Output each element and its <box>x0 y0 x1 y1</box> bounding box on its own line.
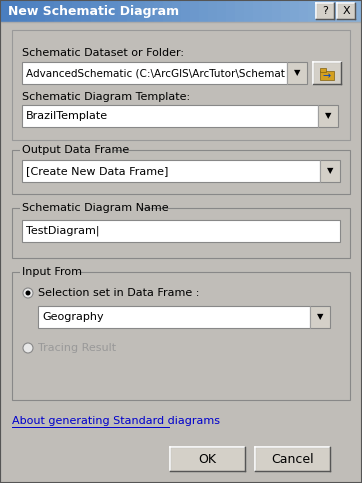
Bar <box>63 0 73 22</box>
Bar <box>235 0 245 22</box>
Bar <box>38 306 310 328</box>
Bar <box>22 105 318 127</box>
Text: New Schematic Diagram: New Schematic Diagram <box>8 4 179 17</box>
Bar <box>27 0 37 22</box>
Bar <box>308 0 318 22</box>
Text: ▼: ▼ <box>294 69 300 77</box>
Bar <box>244 0 254 22</box>
Bar <box>287 62 307 84</box>
Text: BrazilTemplate: BrazilTemplate <box>26 111 108 121</box>
Bar <box>320 160 340 182</box>
Text: ?: ? <box>322 6 328 16</box>
Bar <box>353 0 362 22</box>
Bar <box>22 62 287 84</box>
Text: →: → <box>323 71 331 81</box>
Bar <box>145 0 155 22</box>
Bar <box>20 203 140 213</box>
Bar <box>290 0 300 22</box>
Bar <box>317 0 327 22</box>
Text: OK: OK <box>198 453 216 466</box>
Bar <box>262 0 273 22</box>
Text: ▼: ▼ <box>325 112 331 120</box>
Bar <box>226 0 236 22</box>
Bar <box>22 160 320 182</box>
Bar <box>12 150 350 194</box>
Text: AdvancedSchematic (C:\ArcGIS\ArcTutor\Schemat: AdvancedSchematic (C:\ArcGIS\ArcTutor\Sc… <box>26 68 285 78</box>
Text: Geography: Geography <box>42 312 104 322</box>
Bar <box>344 0 354 22</box>
Text: ▼: ▼ <box>317 313 323 322</box>
Bar <box>313 62 341 84</box>
Text: [Create New Data Frame]: [Create New Data Frame] <box>26 166 168 176</box>
Bar <box>272 0 282 22</box>
Bar <box>190 0 200 22</box>
Text: Schematic Diagram Template:: Schematic Diagram Template: <box>22 92 190 102</box>
Text: Cancel: Cancel <box>271 453 314 466</box>
Bar <box>199 0 209 22</box>
Bar <box>136 0 146 22</box>
Bar <box>20 267 78 277</box>
Text: X: X <box>342 6 350 16</box>
Bar <box>100 0 110 22</box>
Text: Schematic Dataset or Folder:: Schematic Dataset or Folder: <box>22 48 184 58</box>
Text: Schematic Diagram Name: Schematic Diagram Name <box>22 203 169 213</box>
Bar <box>109 0 119 22</box>
Circle shape <box>23 343 33 353</box>
Bar <box>18 0 28 22</box>
Bar <box>320 71 334 80</box>
Bar <box>127 0 137 22</box>
Bar <box>299 0 309 22</box>
Bar <box>217 0 227 22</box>
Text: TestDiagram|: TestDiagram| <box>26 226 100 236</box>
Bar <box>22 220 340 242</box>
Circle shape <box>25 290 30 296</box>
Bar <box>163 0 173 22</box>
Bar <box>72 0 83 22</box>
Text: ▼: ▼ <box>327 167 333 175</box>
Bar <box>310 306 330 328</box>
Bar <box>253 0 264 22</box>
Text: Output Data Frame: Output Data Frame <box>22 145 129 155</box>
Bar <box>181 0 191 22</box>
Bar <box>90 0 101 22</box>
Bar <box>318 105 338 127</box>
Bar <box>0 0 10 22</box>
Bar <box>118 0 128 22</box>
Bar <box>255 447 330 471</box>
Bar <box>9 0 19 22</box>
Bar <box>54 0 64 22</box>
Bar <box>12 30 350 140</box>
Bar <box>154 0 164 22</box>
Bar <box>281 0 291 22</box>
Circle shape <box>23 288 33 298</box>
Text: Selection set in Data Frame :: Selection set in Data Frame : <box>38 288 199 298</box>
Text: Input From: Input From <box>22 267 82 277</box>
Bar <box>326 0 336 22</box>
Bar <box>316 3 334 19</box>
Bar <box>208 0 218 22</box>
Bar <box>20 145 114 155</box>
Bar <box>335 0 345 22</box>
Bar <box>12 208 350 258</box>
Text: About generating Standard diagrams: About generating Standard diagrams <box>12 416 220 426</box>
Bar <box>45 0 55 22</box>
Bar <box>337 3 355 19</box>
Bar <box>170 447 245 471</box>
Text: Tracing Result: Tracing Result <box>38 343 116 353</box>
Bar <box>320 68 326 72</box>
Bar <box>12 272 350 400</box>
Bar <box>36 0 46 22</box>
Bar <box>81 0 92 22</box>
Bar <box>172 0 182 22</box>
